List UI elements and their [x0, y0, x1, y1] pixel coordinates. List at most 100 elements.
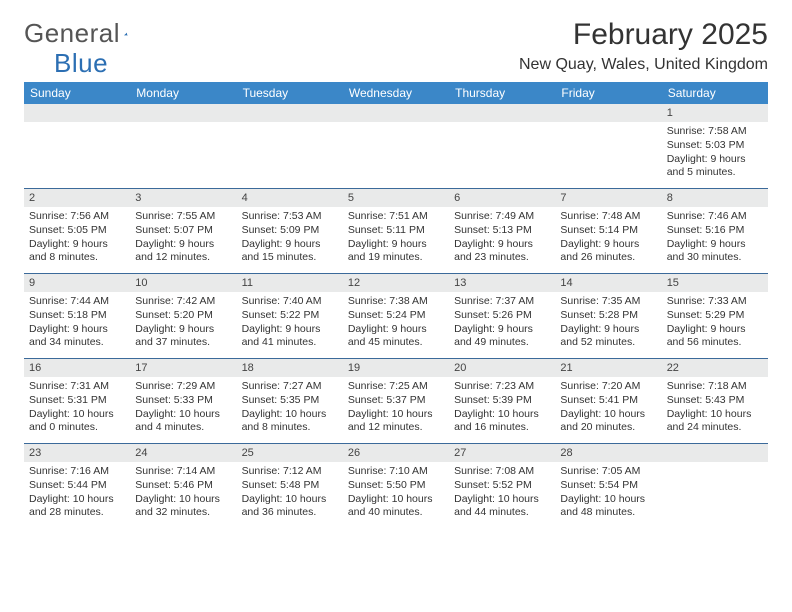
- sunset-text: Sunset: 5:39 PM: [454, 394, 550, 408]
- sunrise-text: Sunrise: 7:40 AM: [242, 295, 338, 309]
- sunrise-text: Sunrise: 7:27 AM: [242, 380, 338, 394]
- sunset-text: Sunset: 5:46 PM: [135, 479, 231, 493]
- day-number: 6: [449, 189, 555, 207]
- sunrise-text: Sunrise: 7:12 AM: [242, 465, 338, 479]
- day-cell: 12Sunrise: 7:38 AMSunset: 5:24 PMDayligh…: [343, 274, 449, 358]
- day-cell: [555, 104, 661, 188]
- day-body: Sunrise: 7:49 AMSunset: 5:13 PMDaylight:…: [449, 207, 555, 270]
- day-cell: 22Sunrise: 7:18 AMSunset: 5:43 PMDayligh…: [662, 359, 768, 443]
- daylight-text: Daylight: 9 hours and 23 minutes.: [454, 238, 550, 265]
- day-cell: [343, 104, 449, 188]
- logo-sail-icon: [124, 24, 128, 44]
- sunset-text: Sunset: 5:03 PM: [667, 139, 763, 153]
- day-cell: 6Sunrise: 7:49 AMSunset: 5:13 PMDaylight…: [449, 189, 555, 273]
- day-number: 14: [555, 274, 661, 292]
- weeks-container: 1Sunrise: 7:58 AMSunset: 5:03 PMDaylight…: [24, 104, 768, 528]
- daylight-text: Daylight: 9 hours and 41 minutes.: [242, 323, 338, 350]
- sunrise-text: Sunrise: 7:37 AM: [454, 295, 550, 309]
- day-body: Sunrise: 7:10 AMSunset: 5:50 PMDaylight:…: [343, 462, 449, 525]
- daylight-text: Daylight: 10 hours and 12 minutes.: [348, 408, 444, 435]
- day-cell: 4 Sunrise: 7:53 AMSunset: 5:09 PMDaylight…: [237, 189, 343, 273]
- day-cell: 3Sunrise: 7:55 AMSunset: 5:07 PMDaylight…: [130, 189, 236, 273]
- sunrise-text: Sunrise: 7:51 AM: [348, 210, 444, 224]
- day-cell: 26Sunrise: 7:10 AMSunset: 5:50 PMDayligh…: [343, 444, 449, 528]
- day-number: 16: [24, 359, 130, 377]
- day-number: 19: [343, 359, 449, 377]
- weekday-header: Sunday: [24, 82, 130, 104]
- day-body: Sunrise: 7:55 AMSunset: 5:07 PMDaylight:…: [130, 207, 236, 270]
- sunset-text: Sunset: 5:37 PM: [348, 394, 444, 408]
- day-number: 7: [555, 189, 661, 207]
- day-cell: 20Sunrise: 7:23 AMSunset: 5:39 PMDayligh…: [449, 359, 555, 443]
- daylight-text: Daylight: 10 hours and 20 minutes.: [560, 408, 656, 435]
- sunrise-text: Sunrise: 7:46 AM: [667, 210, 763, 224]
- day-number: 5: [343, 189, 449, 207]
- logo-word-2-wrap: Blue: [24, 48, 108, 79]
- sunset-text: Sunset: 5:31 PM: [29, 394, 125, 408]
- day-number: 3: [130, 189, 236, 207]
- day-number: 18: [237, 359, 343, 377]
- day-number: [555, 104, 661, 122]
- day-body: Sunrise: 7:29 AMSunset: 5:33 PMDaylight:…: [130, 377, 236, 440]
- header-row: General February 2025 New Quay, Wales, U…: [24, 18, 768, 74]
- sunset-text: Sunset: 5:05 PM: [29, 224, 125, 238]
- day-cell: 28Sunrise: 7:05 AMSunset: 5:54 PMDayligh…: [555, 444, 661, 528]
- daylight-text: Daylight: 9 hours and 15 minutes.: [242, 238, 338, 265]
- day-number: 22: [662, 359, 768, 377]
- day-body: Sunrise: 7:12 AMSunset: 5:48 PMDaylight:…: [237, 462, 343, 525]
- day-cell: 21Sunrise: 7:20 AMSunset: 5:41 PMDayligh…: [555, 359, 661, 443]
- day-cell: 10Sunrise: 7:42 AMSunset: 5:20 PMDayligh…: [130, 274, 236, 358]
- day-number: [237, 104, 343, 122]
- sunrise-text: Sunrise: 7:53 AM: [242, 210, 338, 224]
- day-body: Sunrise: 7:40 AMSunset: 5:22 PMDaylight:…: [237, 292, 343, 355]
- day-cell: 25Sunrise: 7:12 AMSunset: 5:48 PMDayligh…: [237, 444, 343, 528]
- sunset-text: Sunset: 5:18 PM: [29, 309, 125, 323]
- sunrise-text: Sunrise: 7:10 AM: [348, 465, 444, 479]
- daylight-text: Daylight: 10 hours and 40 minutes.: [348, 493, 444, 520]
- day-cell: [237, 104, 343, 188]
- day-number: 20: [449, 359, 555, 377]
- day-body: Sunrise: 7:58 AMSunset: 5:03 PMDaylight:…: [662, 122, 768, 185]
- day-number: 8: [662, 189, 768, 207]
- daylight-text: Daylight: 9 hours and 19 minutes.: [348, 238, 444, 265]
- sunset-text: Sunset: 5:14 PM: [560, 224, 656, 238]
- week-row: 23Sunrise: 7:16 AMSunset: 5:44 PMDayligh…: [24, 443, 768, 528]
- day-number: 28: [555, 444, 661, 462]
- day-number: 23: [24, 444, 130, 462]
- daylight-text: Daylight: 10 hours and 0 minutes.: [29, 408, 125, 435]
- sunrise-text: Sunrise: 7:18 AM: [667, 380, 763, 394]
- day-number: 26: [343, 444, 449, 462]
- sunrise-text: Sunrise: 7:48 AM: [560, 210, 656, 224]
- day-cell: 17Sunrise: 7:29 AMSunset: 5:33 PMDayligh…: [130, 359, 236, 443]
- week-row: 2Sunrise: 7:56 AMSunset: 5:05 PMDaylight…: [24, 188, 768, 273]
- day-cell: 8Sunrise: 7:46 AMSunset: 5:16 PMDaylight…: [662, 189, 768, 273]
- day-body: Sunrise: 7:44 AMSunset: 5:18 PMDaylight:…: [24, 292, 130, 355]
- day-cell: 13Sunrise: 7:37 AMSunset: 5:26 PMDayligh…: [449, 274, 555, 358]
- day-cell: 7Sunrise: 7:48 AMSunset: 5:14 PMDaylight…: [555, 189, 661, 273]
- day-cell: 2Sunrise: 7:56 AMSunset: 5:05 PMDaylight…: [24, 189, 130, 273]
- daylight-text: Daylight: 9 hours and 5 minutes.: [667, 153, 763, 180]
- sunrise-text: Sunrise: 7:25 AM: [348, 380, 444, 394]
- sunrise-text: Sunrise: 7:49 AM: [454, 210, 550, 224]
- day-number: 21: [555, 359, 661, 377]
- day-number: 24: [130, 444, 236, 462]
- day-body: Sunrise: 7:51 AMSunset: 5:11 PMDaylight:…: [343, 207, 449, 270]
- day-number: 4: [237, 189, 343, 207]
- logo-word-1: General: [24, 18, 120, 49]
- daylight-text: Daylight: 9 hours and 49 minutes.: [454, 323, 550, 350]
- daylight-text: Daylight: 10 hours and 4 minutes.: [135, 408, 231, 435]
- sunset-text: Sunset: 5:09 PM: [242, 224, 338, 238]
- weekday-header-row: Sunday Monday Tuesday Wednesday Thursday…: [24, 82, 768, 104]
- sunrise-text: Sunrise: 7:29 AM: [135, 380, 231, 394]
- week-row: 1Sunrise: 7:58 AMSunset: 5:03 PMDaylight…: [24, 104, 768, 188]
- sunset-text: Sunset: 5:35 PM: [242, 394, 338, 408]
- sunrise-text: Sunrise: 7:33 AM: [667, 295, 763, 309]
- weekday-header: Friday: [555, 82, 661, 104]
- week-row: 9Sunrise: 7:44 AMSunset: 5:18 PMDaylight…: [24, 273, 768, 358]
- day-body: Sunrise: 7:27 AMSunset: 5:35 PMDaylight:…: [237, 377, 343, 440]
- day-body: Sunrise: 7:56 AMSunset: 5:05 PMDaylight:…: [24, 207, 130, 270]
- daylight-text: Daylight: 9 hours and 37 minutes.: [135, 323, 231, 350]
- day-number: 13: [449, 274, 555, 292]
- weekday-header: Wednesday: [343, 82, 449, 104]
- day-cell: 5Sunrise: 7:51 AMSunset: 5:11 PMDaylight…: [343, 189, 449, 273]
